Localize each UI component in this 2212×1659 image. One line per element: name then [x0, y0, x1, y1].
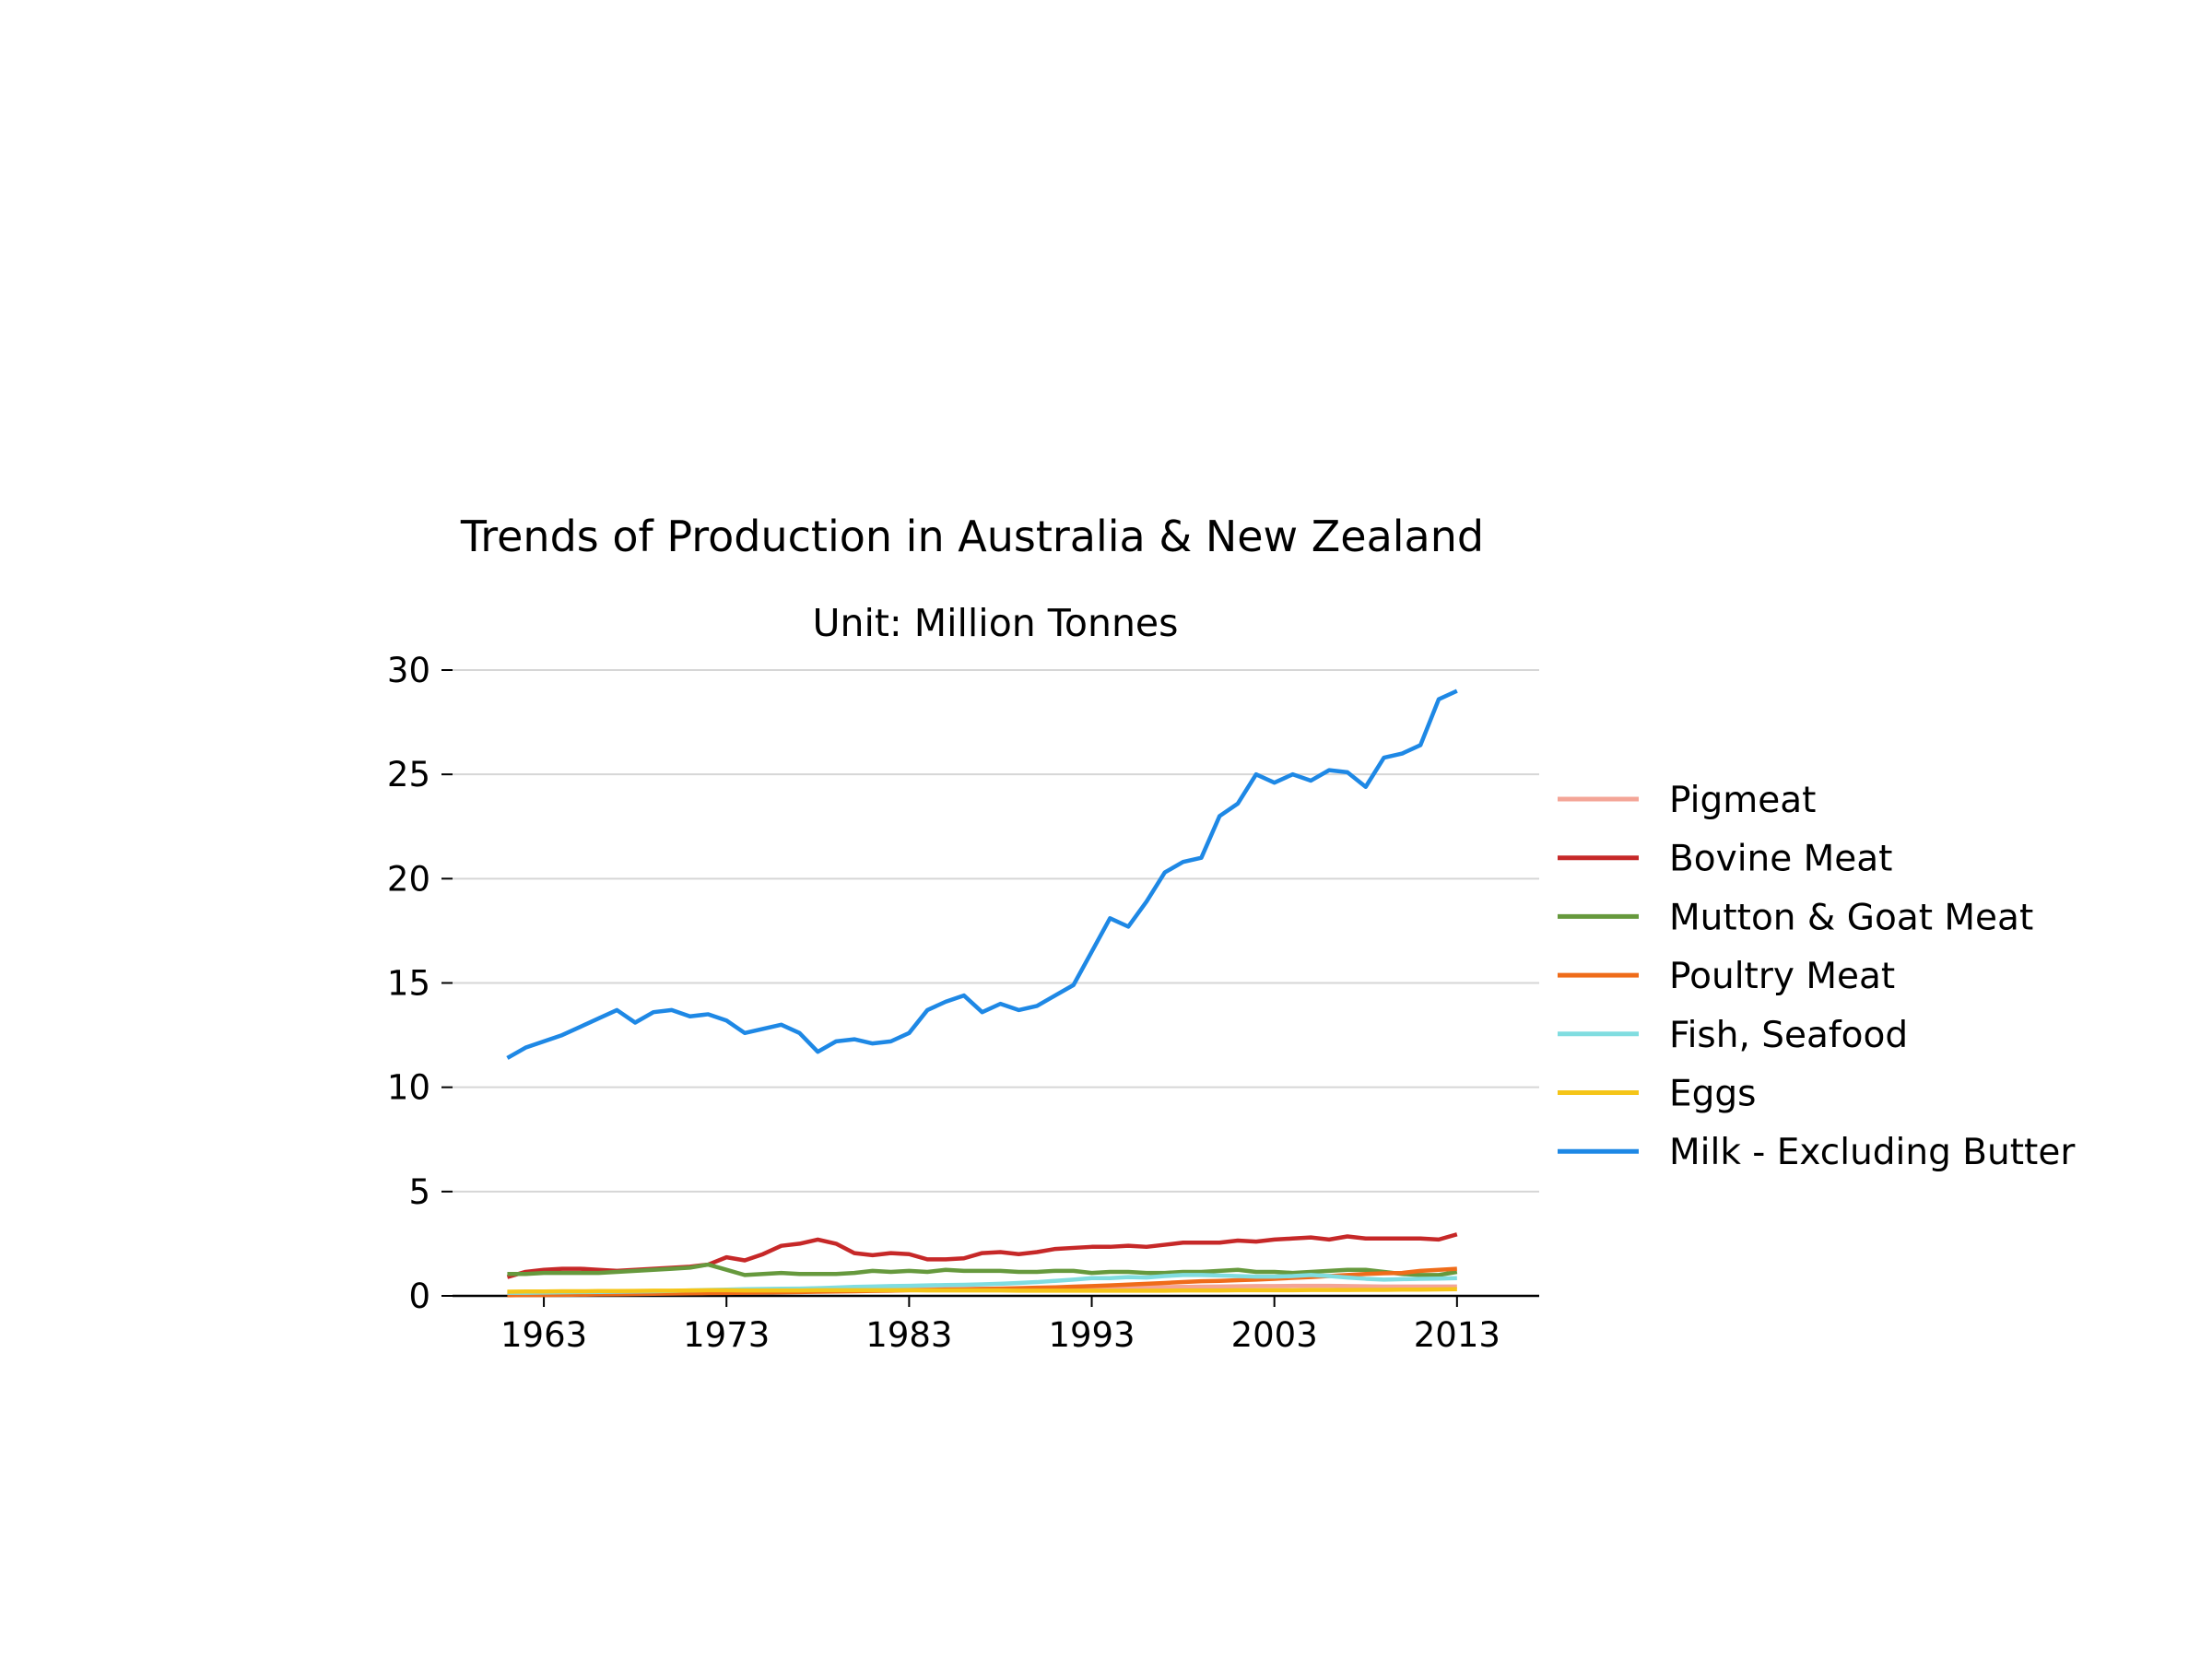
y-tick-label: 10: [387, 1068, 430, 1108]
series-line-mutton-goat-meat: [507, 1262, 1458, 1277]
legend-label-milk-excluding-butter: Milk - Excluding Butter: [1669, 1132, 2076, 1173]
x-tick-label: 1963: [500, 1315, 587, 1355]
legend-label-eggs: Eggs: [1669, 1074, 1756, 1115]
y-tick-label: 20: [387, 859, 430, 899]
series-line-milk-excluding-butter: [506, 688, 1458, 1060]
series-lines: [506, 688, 1458, 1298]
x-tick-label: 1983: [865, 1315, 952, 1355]
axes: 0 5 10 15 20 25 30 1963 1973 1983 1993 2003 2013: [387, 651, 1539, 1355]
legend-label-fish-seafood: Fish, Seafood: [1669, 1015, 1908, 1056]
y-tick-label: 15: [387, 964, 430, 1004]
chart-subtitle: Unit: Million Tonnes: [812, 601, 1178, 645]
x-tick-label: 2013: [1414, 1315, 1500, 1355]
y-tick-label: 30: [387, 651, 430, 690]
chart-title: Trends of Production in Australia & New …: [460, 512, 1484, 561]
x-tick-label: 1973: [683, 1315, 770, 1355]
legend-label-pigmeat: Pigmeat: [1669, 780, 1816, 821]
x-tick-label: 1993: [1048, 1315, 1135, 1355]
legend-label-bovine-meat: Bovine Meat: [1669, 839, 1892, 880]
y-tick-label: 0: [408, 1277, 430, 1316]
series-line-eggs: [507, 1287, 1457, 1294]
legend: Pigmeat Bovine Meat Mutton & Goat Meat Poul…: [1558, 780, 2076, 1173]
y-tick-label: 5: [408, 1172, 430, 1212]
y-tick-label: 25: [387, 755, 430, 794]
legend-label-mutton-goat-meat: Mutton & Goat Meat: [1669, 897, 2033, 938]
x-tick-label: 2003: [1231, 1315, 1318, 1355]
legend-label-poultry-meat: Poultry Meat: [1669, 956, 1895, 997]
gridlines: [453, 669, 1539, 1193]
